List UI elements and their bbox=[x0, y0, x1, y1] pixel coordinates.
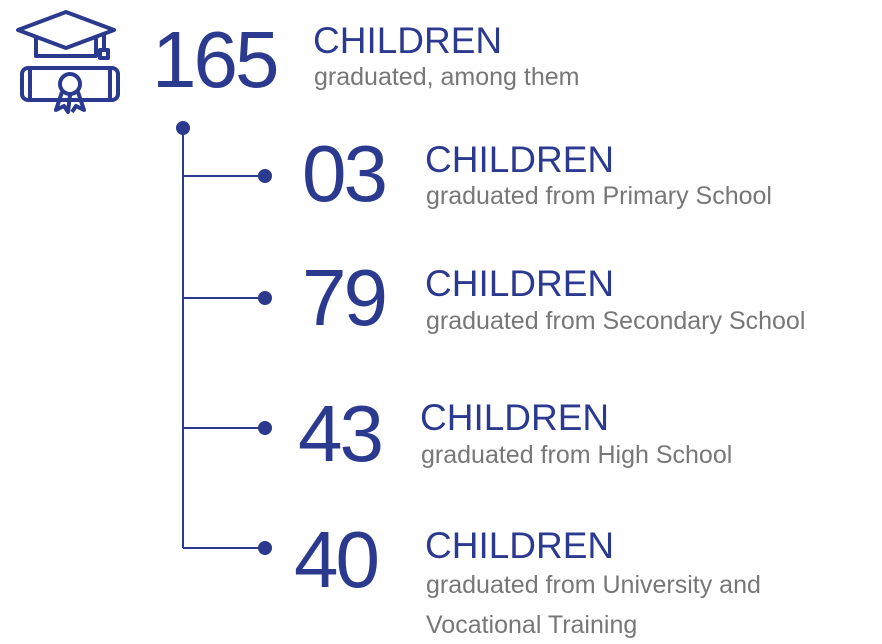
graduation-icon bbox=[16, 10, 120, 114]
total-label: CHILDREN bbox=[313, 20, 503, 61]
item-label: CHILDREN bbox=[425, 139, 615, 180]
item-subtitle: graduated from University and bbox=[426, 571, 761, 599]
item-number: 79 bbox=[302, 253, 388, 342]
total-number: 165 bbox=[152, 15, 279, 104]
total-subtitle: graduated, among them bbox=[314, 63, 580, 91]
item-subtitle: graduated from Primary School bbox=[426, 182, 772, 210]
item-subtitle: Vocational Training bbox=[426, 611, 638, 639]
item-label: CHILDREN bbox=[425, 263, 615, 304]
item-number: 43 bbox=[298, 389, 384, 478]
item-number: 03 bbox=[302, 129, 388, 218]
tree-connector bbox=[176, 121, 272, 555]
item-subtitle: graduated from High School bbox=[421, 441, 733, 469]
item-label: CHILDREN bbox=[420, 397, 610, 438]
item-label: CHILDREN bbox=[425, 525, 615, 566]
item-number: 40 bbox=[294, 515, 380, 604]
item-subtitle: graduated from Secondary School bbox=[426, 307, 806, 335]
